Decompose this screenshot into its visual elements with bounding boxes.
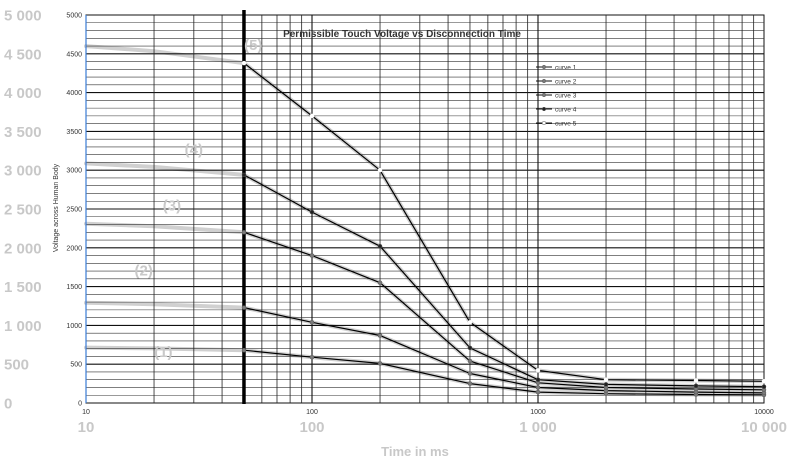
y-axis-title: Voltage across Human Body xyxy=(53,163,60,252)
legend-marker-3 xyxy=(541,92,547,98)
legend-marker-4 xyxy=(541,106,547,112)
series-4-point xyxy=(377,243,383,249)
legend-marker-5 xyxy=(541,120,547,126)
series-4-point xyxy=(603,382,609,387)
series-5-point xyxy=(377,167,383,173)
y-tick-label: 4000 xyxy=(66,90,82,97)
legend-label-2: curve 2 xyxy=(555,78,577,85)
y-tick-label-large: 4 000 xyxy=(4,85,42,102)
series-5-point xyxy=(467,320,473,325)
y-tick-label-large: 3 500 xyxy=(4,124,42,141)
y-tick-label: 500 xyxy=(70,362,82,369)
y-tick-label-large: 2 000 xyxy=(4,240,42,257)
legend: curve 1 curve 2 curve 3 curve 4 curve 5 xyxy=(536,64,577,127)
y-tick-label-large: 0 xyxy=(4,396,12,413)
x-tick-label: 1000 xyxy=(530,409,546,416)
series-3-point xyxy=(377,280,383,285)
x-tick-label-large: 10 xyxy=(78,419,95,436)
series-4-point xyxy=(761,384,767,389)
series-line-1 xyxy=(243,349,765,396)
x-tick-label-large: 100 xyxy=(299,419,324,436)
series-2-point xyxy=(241,305,247,310)
region-label-5: (5) xyxy=(244,37,262,54)
series-2-point xyxy=(377,333,383,338)
series-2-point xyxy=(535,385,541,390)
y-tick-label: 3000 xyxy=(66,168,82,175)
legend-marker-1 xyxy=(541,64,547,70)
y-tick-label: 5000 xyxy=(66,13,82,20)
legend-label-1: curve 1 xyxy=(555,64,577,71)
series-line-5 xyxy=(243,62,765,382)
series-5-point xyxy=(603,377,609,382)
series-line-2 xyxy=(243,307,765,394)
y-tick-label-large: 3 000 xyxy=(4,163,42,180)
x-axis-title: Time in ms xyxy=(381,444,449,459)
legend-label-3: curve 3 xyxy=(555,92,577,99)
series-line-3 xyxy=(243,231,765,391)
series-5-point xyxy=(761,379,767,384)
legend-marker-2 xyxy=(541,78,547,84)
y-tick-label-large: 4 500 xyxy=(4,46,42,63)
y-tick-label: 2500 xyxy=(66,207,82,214)
series-4-point xyxy=(309,209,315,215)
y-tick-label: 1000 xyxy=(66,323,82,330)
y-tick-label: 1500 xyxy=(66,284,82,291)
series-1-point xyxy=(535,389,541,395)
x-tick-label: 10000 xyxy=(754,409,774,416)
chart-title: Permissible Touch Voltage vs Disconnecti… xyxy=(283,29,521,40)
series-layer xyxy=(241,60,767,398)
x-tick-label: 100 xyxy=(306,409,318,416)
legend-label-4: curve 4 xyxy=(555,106,577,113)
series-2-point xyxy=(309,320,315,325)
series-4-point xyxy=(241,172,247,178)
y-tick-label-large: 2 500 xyxy=(4,202,42,219)
y-tick-label: 0 xyxy=(78,401,82,408)
series-1-point xyxy=(309,354,315,360)
series-4-point xyxy=(535,377,541,382)
region-label-1: (1) xyxy=(154,344,172,361)
series-2-point xyxy=(467,371,473,376)
series-5-point xyxy=(241,60,247,66)
series-1-point xyxy=(377,361,383,366)
x-tick-label: 10 xyxy=(82,409,90,416)
y-tick-label-large: 1 000 xyxy=(4,318,42,335)
series-3-point xyxy=(467,358,473,364)
series-1-point xyxy=(467,381,473,386)
y-tick-label: 3500 xyxy=(66,129,82,136)
series-1-point xyxy=(241,347,247,353)
y-tick-label: 2000 xyxy=(66,245,82,252)
y-tick-label-large: 1 500 xyxy=(4,279,42,296)
label-layer: (1) (2) (3) (4) (5) xyxy=(135,37,263,361)
y-tick-label: 4500 xyxy=(66,51,82,58)
region-label-3: (3) xyxy=(163,198,181,215)
grid-layer xyxy=(85,10,765,404)
series-5-point xyxy=(309,113,315,119)
region-label-2: (2) xyxy=(135,263,153,280)
region-label-4: (4) xyxy=(185,142,203,159)
series-3-point xyxy=(241,230,247,235)
legend-label-5: curve 5 xyxy=(555,120,577,127)
y-tick-label-large: 5 000 xyxy=(4,8,42,25)
series-line-4 xyxy=(243,174,765,388)
series-4-point xyxy=(467,345,473,351)
x-tick-label-large: 10 000 xyxy=(741,419,787,436)
series-5-point xyxy=(535,368,541,373)
series-3-point xyxy=(309,253,315,258)
series-4-point xyxy=(693,383,699,389)
x-tick-label-large: 1 000 xyxy=(519,419,557,436)
axis-layer: 0500100015002000250030003500400045005000… xyxy=(4,8,787,437)
series-5-point xyxy=(693,378,699,383)
y-tick-label-large: 500 xyxy=(4,357,29,374)
